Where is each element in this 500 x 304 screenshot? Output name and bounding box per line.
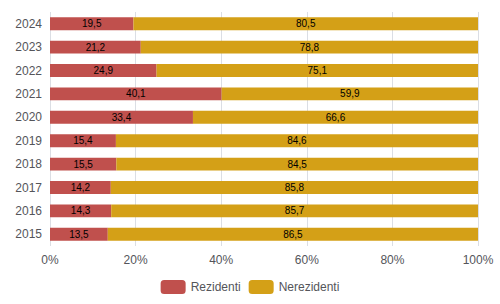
svg-text:24,9: 24,9 bbox=[94, 65, 114, 76]
svg-text:2024: 2024 bbox=[15, 17, 42, 31]
svg-text:21,2: 21,2 bbox=[86, 42, 106, 53]
svg-text:2017: 2017 bbox=[15, 181, 42, 195]
svg-text:2015: 2015 bbox=[15, 227, 42, 241]
svg-text:19,5: 19,5 bbox=[82, 18, 102, 29]
svg-text:2018: 2018 bbox=[15, 157, 42, 171]
svg-text:2021: 2021 bbox=[15, 87, 42, 101]
svg-text:80,5: 80,5 bbox=[296, 18, 316, 29]
svg-text:13,5: 13,5 bbox=[69, 229, 89, 240]
svg-text:84,5: 84,5 bbox=[287, 159, 307, 170]
svg-text:60%: 60% bbox=[295, 253, 319, 267]
svg-text:40,1: 40,1 bbox=[126, 88, 146, 99]
svg-text:85,7: 85,7 bbox=[285, 205, 305, 216]
svg-text:75,1: 75,1 bbox=[308, 65, 328, 76]
svg-text:0%: 0% bbox=[41, 253, 59, 267]
svg-text:66,6: 66,6 bbox=[326, 112, 346, 123]
svg-text:85,8: 85,8 bbox=[285, 182, 305, 193]
svg-text:2022: 2022 bbox=[15, 64, 42, 78]
svg-text:Rezidenti: Rezidenti bbox=[191, 280, 241, 294]
svg-text:2016: 2016 bbox=[15, 204, 42, 218]
svg-text:2023: 2023 bbox=[15, 40, 42, 54]
svg-text:15,4: 15,4 bbox=[73, 135, 93, 146]
svg-text:86,5: 86,5 bbox=[283, 229, 303, 240]
svg-text:14,3: 14,3 bbox=[71, 205, 91, 216]
svg-text:100%: 100% bbox=[463, 253, 494, 267]
svg-text:2019: 2019 bbox=[15, 134, 42, 148]
svg-text:80%: 80% bbox=[380, 253, 404, 267]
svg-text:15,5: 15,5 bbox=[73, 159, 93, 170]
svg-text:Nerezidenti: Nerezidenti bbox=[279, 280, 340, 294]
svg-text:40%: 40% bbox=[209, 253, 233, 267]
svg-text:33,4: 33,4 bbox=[112, 112, 132, 123]
svg-text:20%: 20% bbox=[124, 253, 148, 267]
svg-text:84,6: 84,6 bbox=[287, 135, 307, 146]
svg-text:2020: 2020 bbox=[15, 110, 42, 124]
svg-text:14,2: 14,2 bbox=[71, 182, 91, 193]
svg-text:59,9: 59,9 bbox=[340, 88, 360, 99]
svg-text:78,8: 78,8 bbox=[300, 42, 320, 53]
